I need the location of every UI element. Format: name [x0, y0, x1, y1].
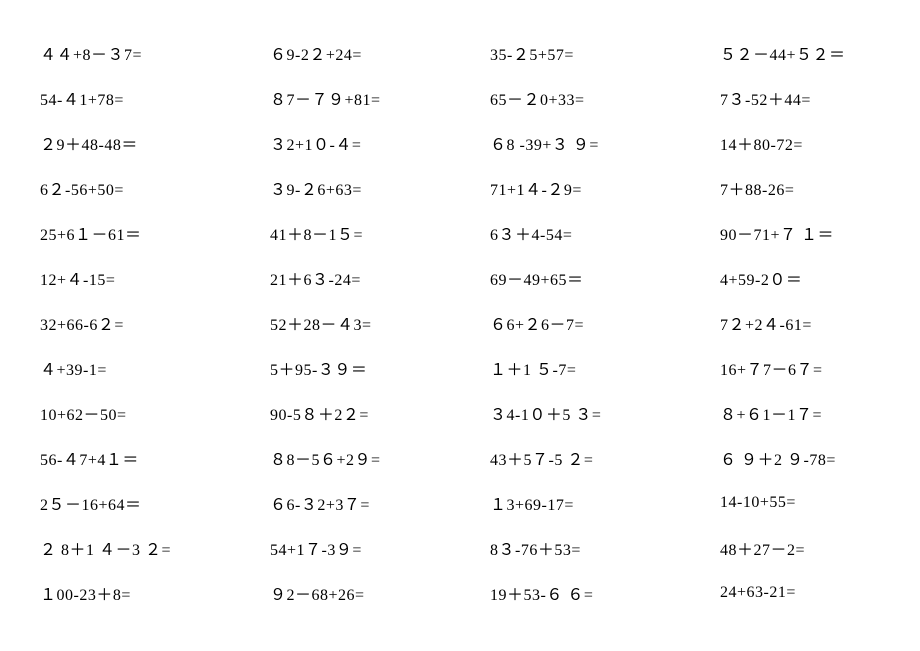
- problem-cell: 35-２5+57=: [490, 30, 720, 75]
- problem-cell: 16+７7－6７=: [720, 345, 920, 390]
- problem-cell: 7３-52＋44=: [720, 75, 920, 120]
- problem-cell: 54+1７-3９=: [270, 525, 490, 570]
- problem-cell: ６6-３2+3７=: [270, 480, 490, 525]
- problem-cell: 21＋6３-24=: [270, 255, 490, 300]
- problem-cell: ６9-2２+24=: [270, 30, 490, 75]
- problem-cell: ３9-２6+63=: [270, 165, 490, 210]
- problem-cell: ４+39-1=: [40, 345, 270, 390]
- problem-cell: 43＋5７-5 ２=: [490, 435, 720, 480]
- problem-cell: ４４+8－３7=: [40, 30, 270, 75]
- problem-cell: 69－49+65＝: [490, 255, 720, 300]
- problem-cell: 4+59-2０＝: [720, 255, 920, 300]
- problem-cell: 56-４7+4１＝: [40, 435, 270, 480]
- problem-cell: 24+63-21=: [720, 570, 920, 615]
- problem-cell: ６ ９＋2 ９-78=: [720, 435, 920, 480]
- problem-cell: 25+6１－61＝: [40, 210, 270, 255]
- problem-cell: ２9＋48-48＝: [40, 120, 270, 165]
- problem-cell: ８7－７９+81=: [270, 75, 490, 120]
- problem-cell: 41＋8－1５=: [270, 210, 490, 255]
- problem-cell: 90－71+７ １＝: [720, 210, 920, 255]
- problem-cell: １00-23＋8=: [40, 570, 270, 615]
- problem-cell: ２ 8＋1 ４－3 ２=: [40, 525, 270, 570]
- problem-cell: 6３＋4-54=: [490, 210, 720, 255]
- problem-cell: 8３-76＋53=: [490, 525, 720, 570]
- problem-cell: 52＋28－４3=: [270, 300, 490, 345]
- problem-cell: 10+62－50=: [40, 390, 270, 435]
- problem-cell: 12+４-15=: [40, 255, 270, 300]
- problem-cell: ９2－68+26=: [270, 570, 490, 615]
- problem-cell: 7＋88-26=: [720, 165, 920, 210]
- problem-cell: 2５－16+64＝: [40, 480, 270, 525]
- problem-cell: 71+1４-２9=: [490, 165, 720, 210]
- problem-cell: ６6+２6－7=: [490, 300, 720, 345]
- problem-cell: ６8 -39+３ ９=: [490, 120, 720, 165]
- problem-cell: 14-10+55=: [720, 480, 920, 525]
- problem-cell: １＋1 ５-7=: [490, 345, 720, 390]
- problem-cell: １3+69-17=: [490, 480, 720, 525]
- problem-cell: 7２+2４-61=: [720, 300, 920, 345]
- problem-cell: 14＋80-72=: [720, 120, 920, 165]
- problem-cell: 5＋95-３９＝: [270, 345, 490, 390]
- problem-grid: ４４+8－３7=６9-2２+24=35-２5+57=５２－44+５２＝ 54-４1…: [40, 30, 920, 615]
- problem-cell: 32+66-6２=: [40, 300, 270, 345]
- problem-cell: ８8－5６+2９=: [270, 435, 490, 480]
- worksheet-page: ４４+8－３7=６9-2２+24=35-２5+57=５２－44+５２＝ 54-４1…: [0, 0, 920, 651]
- problem-cell: ８+６1－1７=: [720, 390, 920, 435]
- problem-cell: 65－２0+33=: [490, 75, 720, 120]
- problem-cell: 90-5８＋2２=: [270, 390, 490, 435]
- problem-cell: 54-４1+78=: [40, 75, 270, 120]
- problem-cell: 48＋27－2=: [720, 525, 920, 570]
- problem-cell: ３4-1０＋5 ３=: [490, 390, 720, 435]
- problem-cell: ５２－44+５２＝: [720, 30, 920, 75]
- problem-cell: 6２-56+50=: [40, 165, 270, 210]
- problem-cell: 19＋53-６ ６=: [490, 570, 720, 615]
- problem-cell: ３2+1０-４=: [270, 120, 490, 165]
